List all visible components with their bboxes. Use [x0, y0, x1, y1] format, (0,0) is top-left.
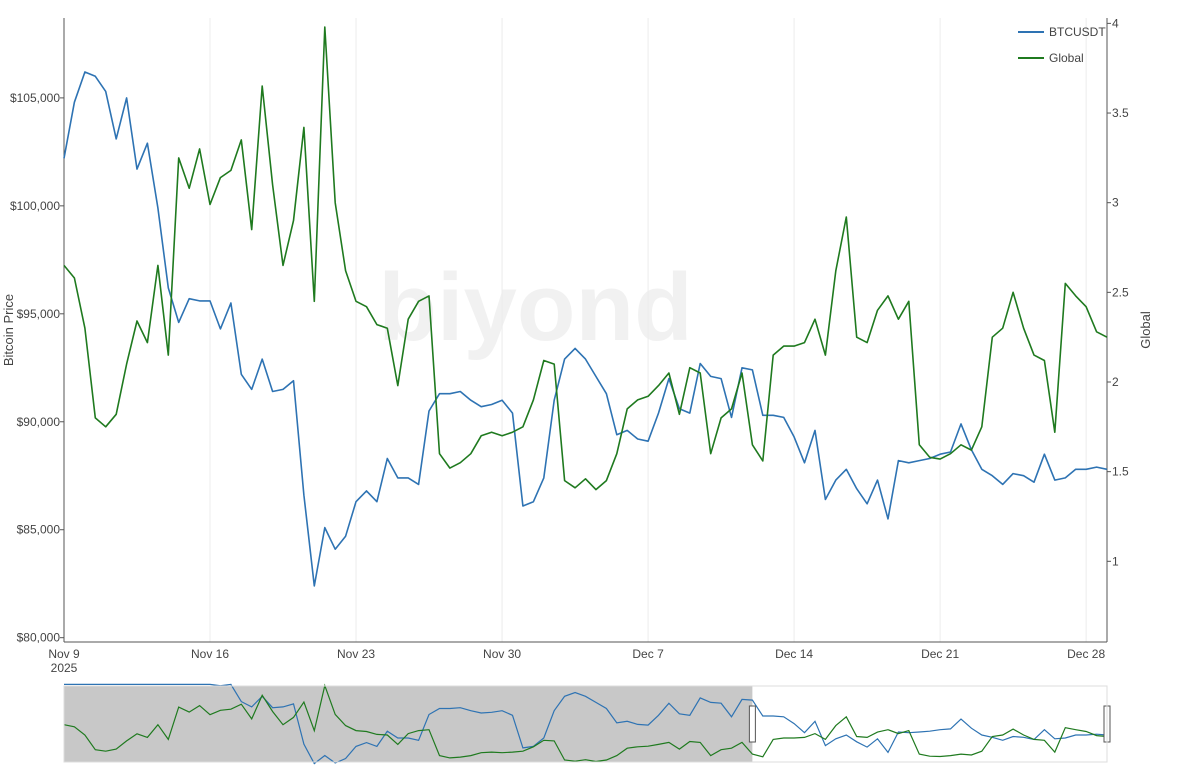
series-line-btcusdt: [63, 71, 1108, 587]
y-right-tick-label: 3: [1112, 196, 1119, 210]
y-left-tick-label: $100,000: [10, 199, 60, 213]
y-right-tick-label: 2: [1112, 375, 1119, 389]
navigator-line-btcusdt: [64, 683, 1108, 765]
x-tick-label: Nov 23: [337, 647, 375, 661]
navigator-handle-left[interactable]: [748, 705, 756, 743]
x-tick-label: Nov 9: [48, 647, 80, 661]
y-right-tick-label: 4: [1112, 16, 1119, 30]
x-tick-label: Nov 16: [191, 647, 229, 661]
y-right-tick-label: 1.5: [1112, 465, 1129, 479]
x-gridlines: [209, 18, 1087, 642]
x-tick-sublabel: 2025: [51, 661, 78, 675]
legend-label[interactable]: BTCUSDT: [1049, 25, 1106, 39]
y-left-tick-label: $105,000: [10, 91, 60, 105]
y-right-tick-label: 3.5: [1112, 106, 1129, 120]
navigator-frame: [63, 685, 1108, 763]
y-left-tick-label: $95,000: [17, 307, 61, 321]
x-tick-label: Nov 30: [483, 647, 521, 661]
watermark: biyond: [378, 254, 693, 361]
y-left-tick-label: $90,000: [17, 415, 61, 429]
x-tick-label: Dec 21: [921, 647, 959, 661]
x-tick-label: Dec 28: [1067, 647, 1105, 661]
y-right-tick-label: 1: [1112, 554, 1119, 568]
y-left-tick-label: $85,000: [17, 523, 61, 537]
legend: BTCUSDT Global: [1018, 25, 1106, 65]
x-tick-label: Dec 14: [775, 647, 813, 661]
y-axis-right-title: Global: [1138, 311, 1153, 349]
x-tick-label: Dec 7: [632, 647, 664, 661]
y-axis-left-title: Bitcoin Price: [1, 294, 16, 366]
legend-label[interactable]: Global: [1049, 51, 1084, 65]
y-left-tick-label: $80,000: [17, 631, 61, 645]
series-line-global: [63, 26, 1108, 491]
navigator-line-global: [63, 683, 1108, 763]
range-navigator[interactable]: [63, 683, 1111, 765]
y-right-tick-label: 2.5: [1112, 285, 1129, 299]
